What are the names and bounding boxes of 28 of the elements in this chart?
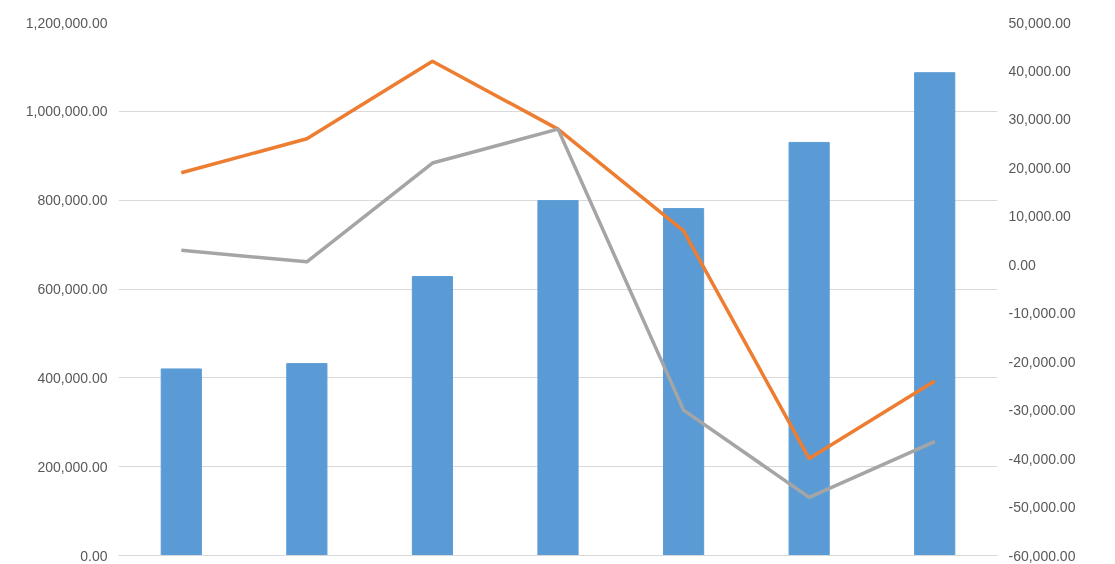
y-tick-label: 200,000.00 — [37, 458, 108, 475]
y2-tick-label: 30,000.00 — [1008, 111, 1071, 128]
bar — [914, 72, 956, 556]
y2-tick-label: 40,000.00 — [1008, 62, 1071, 79]
y2-tick-label: -40,000.00 — [1008, 450, 1076, 467]
y2-tick-label: -30,000.00 — [1008, 402, 1076, 419]
bar — [160, 368, 202, 556]
bar — [411, 276, 454, 556]
y-tick-label: 0.00 — [80, 547, 108, 564]
y2-tick-label: 0.00 — [1008, 256, 1036, 273]
y-tick-label: 800,000.00 — [37, 192, 108, 209]
y-tick-label: 1,200,000.00 — [25, 14, 108, 31]
y2-tick-label: 10,000.00 — [1008, 208, 1071, 225]
bar — [537, 200, 579, 556]
y2-tick-label: -50,000.00 — [1008, 499, 1076, 516]
bar — [286, 363, 328, 556]
line-series — [179, 59, 937, 461]
line-series — [179, 127, 937, 500]
y2-tick-label: 50,000.00 — [1008, 14, 1071, 31]
y2-tick-label: -20,000.00 — [1008, 353, 1076, 370]
y-tick-label: 600,000.00 — [37, 281, 108, 297]
y2-tick-label: -10,000.00 — [1008, 305, 1076, 322]
y2-tick-label: 20,000.00 — [1008, 159, 1071, 176]
y-tick-label: 400,000.00 — [37, 369, 108, 386]
y2-tick-label: -60,000.00 — [1008, 547, 1076, 564]
bar — [662, 208, 705, 556]
y-tick-label: 1,000,000.00 — [25, 103, 108, 120]
bar — [788, 141, 830, 556]
